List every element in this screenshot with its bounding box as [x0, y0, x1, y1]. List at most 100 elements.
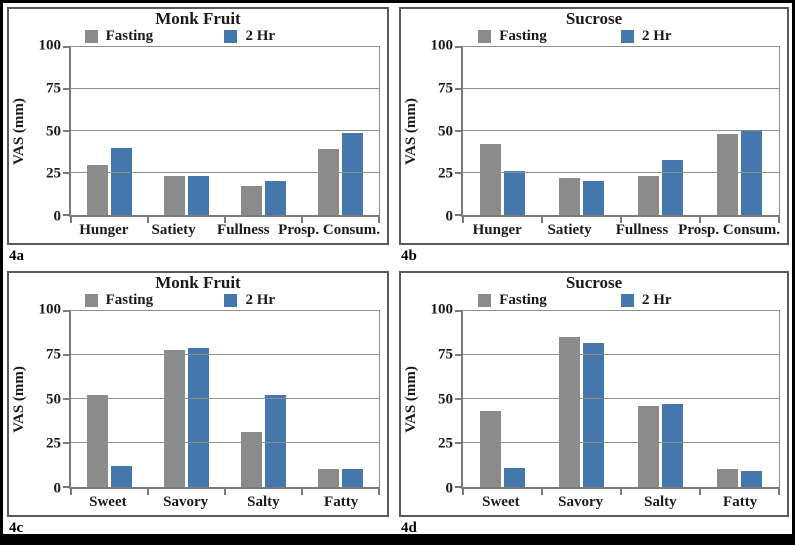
gridline — [463, 442, 779, 443]
y-axis-tick-label: 0 — [445, 480, 454, 497]
y-axis-label-wrap: VAS (mm) — [9, 46, 29, 217]
legend-swatch-icon — [84, 30, 98, 43]
bar-fasting — [164, 176, 185, 215]
bar-2-hr — [342, 469, 363, 487]
y-axis-label-wrap: VAS (mm) — [9, 310, 29, 489]
x-axis-tick-mark — [699, 489, 701, 495]
y-axis-tick-label: 100 — [430, 37, 454, 54]
gridline — [463, 130, 779, 131]
bar-2-hr — [583, 342, 604, 487]
figure-bottom-border — [3, 534, 792, 542]
x-axis-category-label: Hunger — [79, 222, 129, 238]
bar-fasting — [480, 411, 501, 487]
chart-panel: Sucrose Fasting 2 Hr VAS (mm) 0 25 50 75 100 … — [399, 271, 789, 517]
plot-area — [63, 310, 380, 495]
bar-2-hr — [741, 471, 762, 487]
y-axis-label-wrap: VAS (mm) — [401, 310, 421, 489]
bars — [463, 311, 779, 487]
y-axis-tick-mark — [63, 172, 69, 174]
bar-fasting — [638, 176, 659, 215]
y-axis-tick-label: 0 — [445, 208, 454, 225]
y-axis-label-wrap: VAS (mm) — [401, 46, 421, 217]
legend-entry: 2 Hr — [224, 28, 275, 45]
y-axis-tick-mark — [63, 442, 69, 444]
legend-label: Fasting — [105, 292, 154, 308]
bar-2-hr — [662, 159, 683, 215]
bar-fasting — [87, 395, 108, 487]
gridline — [463, 88, 779, 89]
x-axis-category-label: Hunger — [472, 222, 522, 238]
x-axis-tick-mark — [224, 489, 226, 495]
plot-area — [455, 310, 780, 495]
gridline — [71, 172, 379, 173]
y-axis-ticks: 0 25 50 75 100 — [27, 302, 65, 496]
gridline — [463, 172, 779, 173]
legend-entry: Fasting — [478, 28, 547, 45]
y-axis-tick-label: 25 — [46, 165, 61, 182]
chart-panel: Monk Fruit Fasting 2 Hr VAS (mm) 0 25 50 75 1… — [7, 271, 389, 517]
x-axis-category-label: Fatty — [723, 494, 758, 510]
y-axis-tick-mark — [455, 354, 461, 356]
chart-panel: Sucrose Fasting 2 Hr VAS (mm) 0 25 50 75 100 … — [399, 7, 789, 245]
y-axis-label: VAS (mm) — [402, 98, 419, 165]
legend-swatch-icon — [478, 30, 492, 43]
gridline — [71, 130, 379, 131]
y-axis-tick-label: 25 — [438, 435, 453, 452]
gridline — [463, 398, 779, 399]
y-axis-tick-label: 0 — [53, 208, 62, 225]
x-axis-category-label: Savory — [163, 494, 209, 510]
y-axis-tick-mark — [63, 486, 69, 488]
bar-group — [700, 311, 779, 487]
x-axis-category-label: Fullness — [615, 222, 669, 238]
bar-fasting — [87, 164, 108, 215]
legend-swatch-icon — [621, 294, 635, 307]
x-axis-category-label: Fullness — [217, 222, 270, 238]
panel-label: 4c — [9, 520, 24, 536]
bar-group — [71, 311, 148, 487]
x-axis-tick-mark — [70, 489, 72, 495]
x-axis-tick-mark — [224, 217, 226, 223]
x-axis-category-label: Salty — [644, 494, 677, 510]
y-axis-tick-label: 100 — [430, 301, 454, 318]
x-axis-tick-mark — [462, 217, 464, 223]
x-axis-tick-mark — [378, 217, 380, 223]
y-axis-tick-mark — [63, 310, 69, 312]
bar-group — [621, 47, 700, 215]
gridline — [71, 88, 379, 89]
y-axis-tick-label: 75 — [438, 346, 453, 363]
bar-fasting — [638, 406, 659, 487]
x-axis-category-label: Prosp. Consum. — [278, 222, 380, 238]
y-axis-label: VAS (mm) — [402, 366, 419, 433]
legend-label: 2 Hr — [642, 28, 672, 44]
y-axis-tick-mark — [455, 486, 461, 488]
legend-entry: Fasting — [84, 28, 153, 45]
y-axis-tick-mark — [455, 88, 461, 90]
x-axis-tick-mark — [541, 489, 543, 495]
y-axis-tick-label: 25 — [438, 165, 453, 182]
legend: Fasting 2 Hr — [401, 28, 787, 44]
bar-group — [542, 47, 621, 215]
y-axis-tick-label: 50 — [438, 123, 453, 139]
x-axis-tick-mark — [301, 489, 303, 495]
y-axis-tick-label: 0 — [53, 480, 62, 497]
legend-label: Fasting — [499, 28, 547, 44]
bar-fasting — [559, 178, 580, 215]
legend-swatch-icon — [84, 294, 98, 307]
bar-group — [225, 47, 302, 215]
y-axis-tick-mark — [63, 130, 69, 132]
y-axis-tick-label: 50 — [46, 391, 61, 407]
bar-2-hr — [111, 147, 132, 215]
gridline — [71, 354, 379, 355]
x-axis-labels: Hunger Satiety Fullness Prosp. Consum. — [461, 222, 780, 240]
legend-label: Fasting — [499, 292, 547, 308]
x-axis-labels: Sweet Savory Salty Fatty — [461, 494, 780, 512]
legend-entry: 2 Hr — [621, 28, 672, 45]
bar-group — [302, 47, 379, 215]
y-axis-tick-label: 50 — [46, 123, 61, 139]
x-axis-tick-mark — [620, 217, 622, 223]
y-axis-tick-mark — [63, 354, 69, 356]
y-axis-tick-mark — [455, 214, 461, 216]
legend-label: 2 Hr — [245, 292, 276, 308]
bar-group — [225, 311, 302, 487]
y-axis-tick-label: 75 — [46, 80, 61, 97]
